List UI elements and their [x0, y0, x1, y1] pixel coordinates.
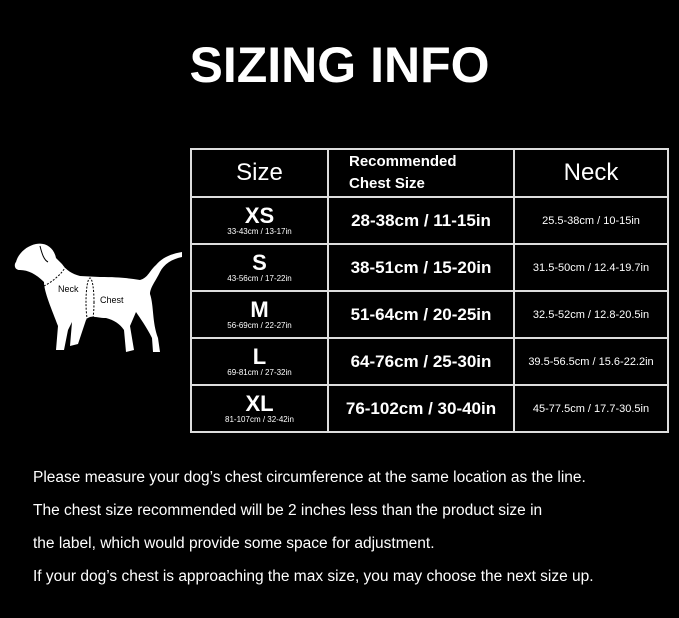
table-row: XS 33-43cm / 13-17in 28-38cm / 11-15in 25… [190, 196, 669, 245]
note-line: Please measure your dog’s chest circumfe… [33, 469, 586, 486]
size-range: 43-56cm / 17-22in [227, 273, 292, 283]
header-chest: Recommended Chest Size [327, 148, 515, 198]
note-line: the label, which would provide some spac… [33, 535, 435, 552]
header-chest-line2: Chest Size [349, 175, 425, 192]
chest-cell: 51-64cm / 20-25in [327, 290, 515, 339]
header-chest-line1: Recommended [349, 153, 457, 170]
size-cell: M 56-69cm / 22-27in [190, 290, 329, 339]
size-cell: L 69-81cm / 27-32in [190, 337, 329, 386]
size-cell: XS 33-43cm / 13-17in [190, 196, 329, 245]
header-size: Size [190, 148, 329, 198]
size-range: 56-69cm / 22-27in [227, 320, 292, 330]
table-row: S 43-56cm / 17-22in 38-51cm / 15-20in 31.… [190, 243, 669, 292]
sizing-notes: Please measure your dog’s chest circumfe… [33, 469, 594, 601]
size-label: XL [245, 390, 274, 416]
chest-label: Chest [100, 295, 124, 305]
size-label: S [252, 249, 267, 275]
page-title: SIZING INFO [189, 37, 490, 93]
neck-cell: 45-77.5cm / 17.7-30.5in [513, 384, 669, 433]
neck-cell: 39.5-56.5cm / 15.6-22.2in [513, 337, 669, 386]
table-row: L 69-81cm / 27-32in 64-76cm / 25-30in 39.… [190, 337, 669, 386]
size-label: M [250, 296, 269, 322]
note-line: The chest size recommended will be 2 inc… [33, 502, 543, 519]
size-range: 33-43cm / 13-17in [227, 226, 292, 236]
size-range: 81-107cm / 32-42in [225, 414, 294, 424]
size-label: L [252, 343, 267, 369]
size-range: 69-81cm / 27-32in [227, 367, 292, 377]
chest-cell: 64-76cm / 25-30in [327, 337, 515, 386]
sizing-table: Size Recommended Chest Size Neck XS 33-43c… [190, 148, 669, 433]
size-cell: XL 81-107cm / 32-42in [190, 384, 329, 433]
size-label: XS [244, 202, 275, 228]
dog-measurement-diagram: Neck Chest [14, 243, 182, 352]
table-row: M 56-69cm / 22-27in 51-64cm / 20-25in 32.… [190, 290, 669, 339]
neck-cell: 31.5-50cm / 12.4-19.7in [513, 243, 669, 292]
chest-cell: 76-102cm / 30-40in [327, 384, 515, 433]
chest-cell: 28-38cm / 11-15in [327, 196, 515, 245]
neck-label: Neck [58, 284, 79, 294]
note-line: If your dog’s chest is approaching the m… [33, 568, 594, 585]
neck-cell: 25.5-38cm / 10-15in [513, 196, 669, 245]
dog-silhouette-icon [14, 243, 182, 352]
neck-cell: 32.5-52cm / 12.8-20.5in [513, 290, 669, 339]
header-neck: Neck [513, 148, 669, 198]
table-header-row: Size Recommended Chest Size Neck [190, 148, 669, 198]
size-cell: S 43-56cm / 17-22in [190, 243, 329, 292]
table-row: XL 81-107cm / 32-42in 76-102cm / 30-40in … [190, 384, 669, 433]
chest-cell: 38-51cm / 15-20in [327, 243, 515, 292]
